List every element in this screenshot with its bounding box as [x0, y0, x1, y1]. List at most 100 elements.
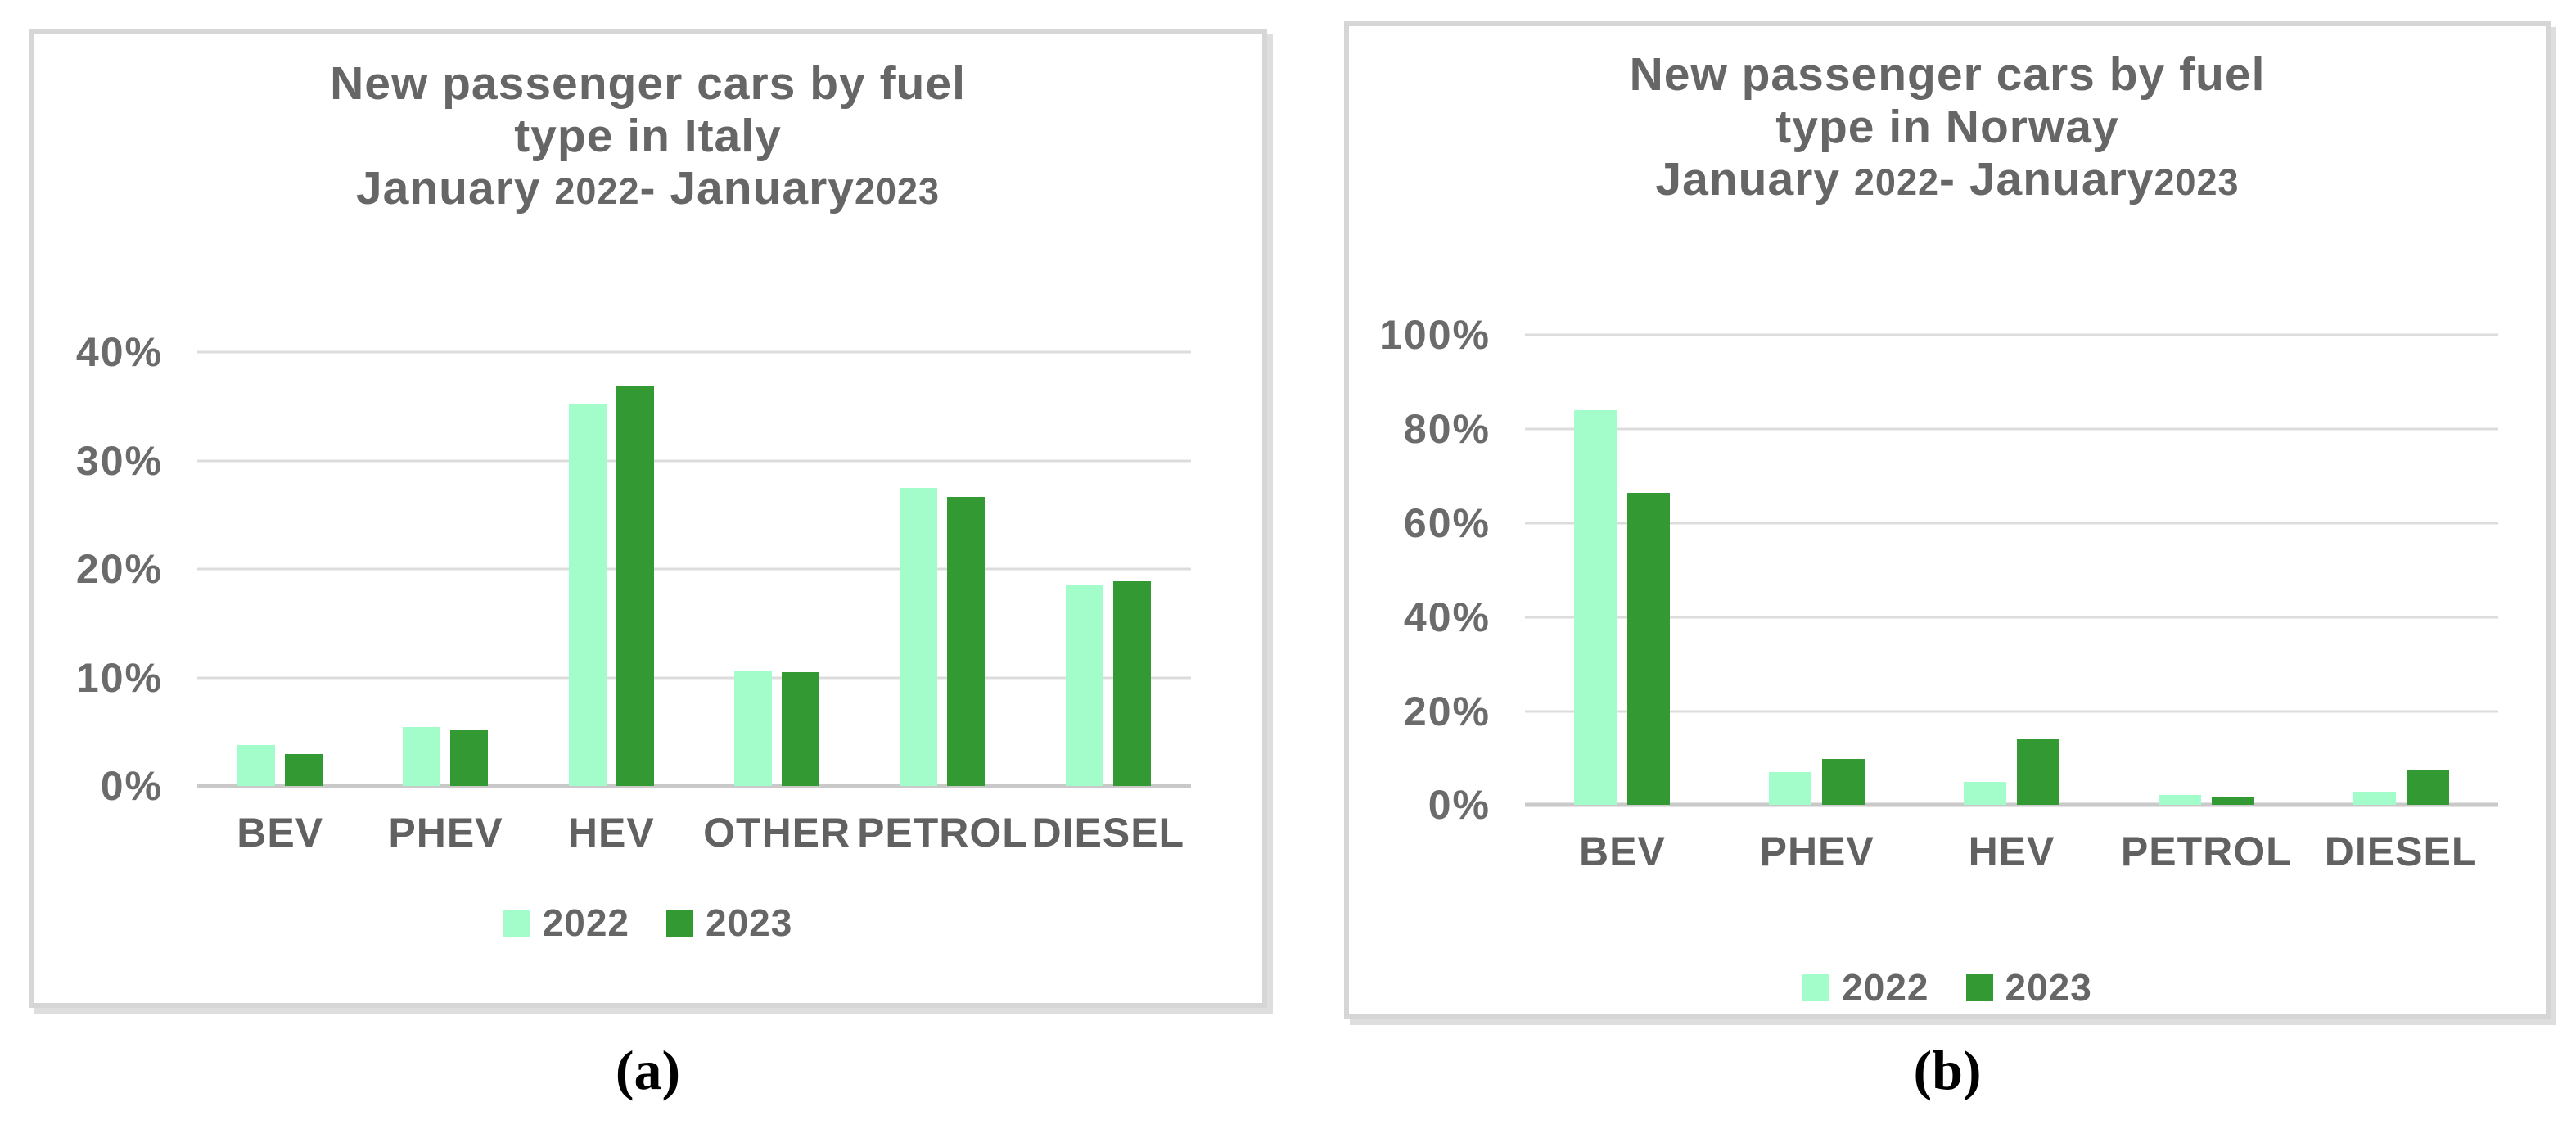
y-axis-labels: 0% 20% 40% 60% 80% 100% — [1349, 312, 1525, 828]
plot-area: BEV PHEV HEV OTHER PETROL DIESEL — [197, 350, 1191, 856]
legend: 2022 2023 — [34, 901, 1262, 945]
category-group-diesel: DIESEL — [1026, 352, 1191, 856]
chart-subtitle-segment: January — [355, 161, 555, 215]
gridline — [1525, 710, 2498, 713]
legend-item-2022: 2022 — [1802, 965, 1929, 1009]
bar-2022-phev — [1769, 771, 1812, 806]
x-category-label: PHEV — [1759, 829, 1874, 875]
chart-subtitle-segment: 2022 — [554, 169, 640, 212]
bar-groups: BEV PHEV HEV OTHER PETROL DIESEL — [197, 352, 1191, 856]
bar-2023-other — [782, 672, 820, 787]
x-category-label: BEV — [237, 810, 324, 856]
y-tick-label: 10% — [75, 654, 163, 701]
x-category-label: DIESEL — [2324, 829, 2478, 875]
category-group-bev: BEV — [197, 352, 363, 856]
bar-2023-phev — [450, 729, 489, 787]
legend-swatch-2023 — [1965, 973, 1993, 1001]
gridline — [197, 350, 1191, 354]
category-group-other: OTHER — [694, 352, 859, 856]
bar-2023-diesel — [1112, 581, 1151, 787]
chart-title-line1: New passenger cars by fuel — [330, 57, 966, 110]
gridline — [197, 459, 1191, 463]
legend: 2022 2023 — [1349, 965, 2546, 1009]
subfigure-caption-a: (a) — [615, 1039, 681, 1101]
legend-swatch-2022 — [1802, 973, 1830, 1001]
chart-subtitle-segment: - — [1939, 152, 1969, 205]
bar-2023-petrol — [2211, 796, 2254, 806]
plot-area: BEV PHEV HEV PETROL DIESEL — [1525, 333, 2498, 874]
figure-row: New passenger cars by fuel type in Italy… — [29, 21, 2551, 1019]
category-group-petrol: PETROL — [2109, 335, 2303, 874]
category-group-hev: HEV — [529, 352, 694, 856]
y-tick-label: 60% — [1403, 500, 1491, 547]
y-tick-label: 80% — [1403, 406, 1491, 453]
y-axis-labels: 0% 10% 20% 30% 40% — [34, 329, 197, 809]
x-category-label: HEV — [1968, 829, 2055, 875]
legend-item-2023: 2023 — [1965, 965, 2092, 1009]
chart-panel-italy: New passenger cars by fuel type in Italy… — [29, 29, 1267, 1008]
x-category-label: OTHER — [703, 810, 851, 856]
bar-2022-diesel — [2353, 791, 2396, 806]
chart-subtitle-segment: January — [1655, 152, 1854, 205]
x-category-label: PETROL — [857, 810, 1028, 856]
y-tick-label: 30% — [75, 437, 163, 484]
x-category-label: HEV — [567, 810, 655, 856]
chart-subtitle-segment: January — [1969, 152, 2154, 205]
bar-2022-hev — [568, 403, 607, 787]
chart-subtitle-segment: 2023 — [2154, 160, 2240, 203]
bar-2022-bev — [1574, 410, 1617, 806]
y-tick-label: 20% — [1403, 688, 1491, 734]
y-tick-label: 40% — [1403, 594, 1491, 640]
category-group-phev: PHEV — [363, 352, 528, 856]
gridline — [1525, 427, 2498, 431]
bar-2022-diesel — [1065, 585, 1103, 787]
category-group-diesel: DIESEL — [2303, 335, 2498, 874]
x-axis-line — [197, 784, 1191, 788]
bar-2022-other — [734, 670, 773, 787]
chart-panel-norway: New passenger cars by fuel type in Norwa… — [1344, 21, 2551, 1019]
bar-2023-petrol — [947, 496, 986, 787]
gridline — [1525, 616, 2498, 619]
chart-title-line1: New passenger cars by fuel — [1629, 48, 2266, 101]
bar-2023-bev — [1627, 492, 1671, 806]
x-category-label: PHEV — [388, 810, 503, 856]
x-category-label: BEV — [1578, 829, 1666, 875]
bar-2022-phev — [403, 726, 441, 787]
y-tick-label: 100% — [1379, 312, 1491, 359]
legend-label-2022: 2022 — [542, 901, 629, 945]
chart-subtitle: January 2022- January2023 — [1349, 152, 2546, 206]
chart-subtitle-segment: 2022 — [1853, 160, 1939, 203]
category-group-petrol: PETROL — [857, 352, 1027, 856]
bar-2022-petrol — [900, 488, 938, 787]
gridline — [197, 567, 1191, 571]
legend-item-2023: 2023 — [666, 901, 792, 945]
chart-title: New passenger cars by fuel type in Norwa… — [1349, 48, 2546, 206]
legend-swatch-2022 — [503, 909, 530, 937]
subfigure-caption-b: (b) — [1913, 1039, 1982, 1101]
y-tick-label: 0% — [1428, 782, 1491, 829]
bar-2023-hev — [2016, 738, 2059, 806]
x-category-label: PETROL — [2120, 829, 2292, 875]
chart-title: New passenger cars by fuel type in Italy… — [34, 57, 1262, 215]
bar-2023-diesel — [2406, 770, 2449, 806]
y-tick-label: 40% — [75, 329, 163, 376]
legend-label-2022: 2022 — [1842, 966, 1929, 1009]
gridline — [1525, 333, 2498, 336]
bar-2022-hev — [1963, 781, 2006, 806]
legend-label-2023: 2023 — [2005, 966, 2092, 1009]
category-group-hev: HEV — [1915, 335, 2109, 874]
y-tick-label: 0% — [100, 763, 163, 810]
bar-2023-phev — [1822, 758, 1865, 806]
gridline — [197, 676, 1191, 680]
category-group-phev: PHEV — [1720, 335, 1915, 874]
bar-2022-petrol — [2158, 794, 2201, 806]
chart-subtitle-segment: 2023 — [854, 169, 941, 212]
plot-row: 0% 20% 40% 60% 80% 100% BEV PHEV HEV PETROL DIESE… — [1349, 312, 2498, 874]
bar-groups: BEV PHEV HEV PETROL DIESEL — [1525, 335, 2498, 874]
chart-subtitle: January 2022- January2023 — [34, 161, 1262, 215]
bar-2022-bev — [237, 745, 276, 787]
gridline — [1525, 522, 2498, 525]
chart-title-line2: type in Norway — [1775, 100, 2119, 153]
legend-label-2023: 2023 — [706, 901, 793, 945]
chart-subtitle-segment: January — [670, 161, 855, 215]
